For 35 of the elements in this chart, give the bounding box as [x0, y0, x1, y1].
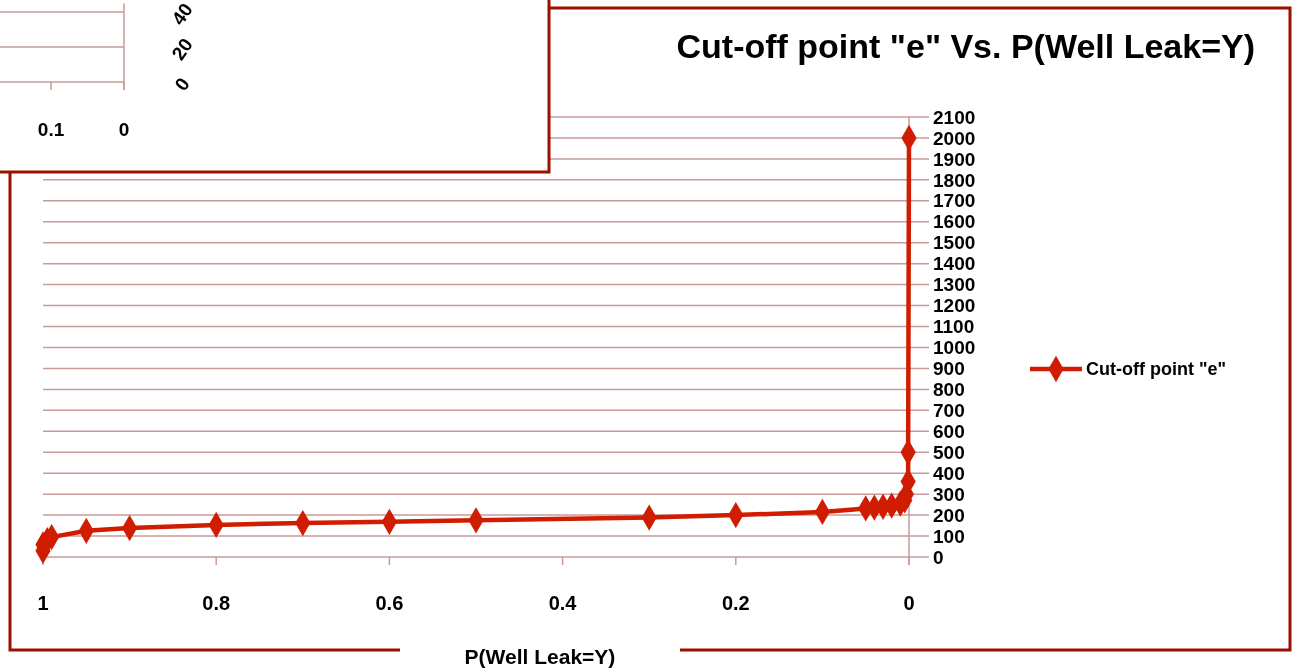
- y-tick-label: 2100: [933, 106, 976, 128]
- x-tick-label: 1: [37, 592, 49, 614]
- x-tick-label: 0.6: [375, 592, 404, 614]
- y-tick-label: 1500: [933, 232, 976, 254]
- y-tick-label: 1600: [933, 211, 976, 233]
- y-tick-label: 100: [933, 525, 965, 547]
- y-tick-label: 1700: [933, 190, 976, 212]
- y-tick-label: 1000: [933, 337, 976, 359]
- x-tick-label: 0: [903, 592, 915, 614]
- y-tick-label: 400: [933, 462, 965, 484]
- y-tick-label: 600: [933, 420, 965, 442]
- y-tick-label: 2000: [933, 127, 976, 149]
- y-tick-label: 700: [933, 399, 965, 421]
- y-tick-label: 500: [933, 441, 965, 463]
- x-axis-title: P(Well Leak=Y): [464, 645, 616, 668]
- y-tick-label: 800: [933, 379, 965, 401]
- x-tick-label: 0.2: [721, 592, 750, 614]
- y-tick-label: 1100: [933, 316, 975, 338]
- y-tick-label: 900: [933, 358, 965, 380]
- y-tick-label: 1200: [933, 295, 976, 317]
- chart-title: Cut-off point "e" Vs. P(Well Leak=Y): [676, 27, 1255, 65]
- x-tick-label: 0.4: [548, 592, 578, 614]
- legend-label: Cut-off point "e": [1086, 359, 1227, 380]
- y-tick-label: 20: [167, 34, 197, 64]
- y-tick-label: 300: [933, 483, 965, 505]
- y-tick-label: 1800: [933, 169, 976, 191]
- y-tick-label: 1900: [933, 148, 976, 170]
- y-tick-label: 1400: [933, 253, 976, 275]
- y-tick-label: 200: [933, 504, 965, 526]
- y-tick-label: 1300: [933, 274, 976, 296]
- x-tick-label: 0.8: [202, 592, 231, 614]
- y-tick-label: 0: [933, 546, 944, 568]
- y-tick-label: 40: [167, 0, 197, 29]
- y-tick-label: 0: [170, 73, 194, 95]
- x-tick-label: 0.1: [37, 119, 65, 140]
